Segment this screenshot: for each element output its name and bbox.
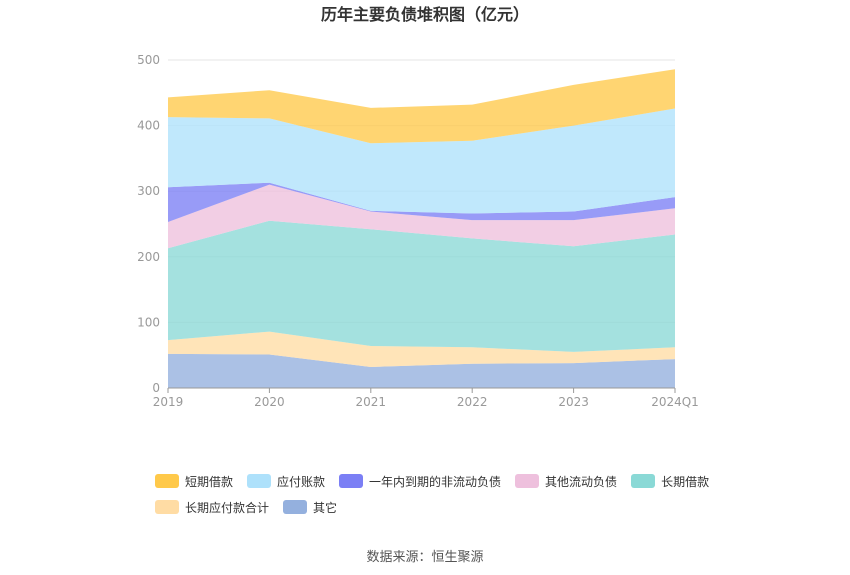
- legend-item[interactable]: 一年内到期的非流动负债: [339, 472, 501, 490]
- y-tick-label: 100: [137, 315, 160, 329]
- legend-label: 应付账款: [277, 474, 326, 489]
- data-source-note: 数据来源：恒生聚源: [366, 550, 484, 565]
- x-tick-label: 2022: [457, 395, 488, 409]
- area-series-1: [168, 331, 675, 367]
- legend-item[interactable]: 其他流动负债: [515, 472, 617, 490]
- legend-item[interactable]: 应付账款: [247, 472, 325, 490]
- legend-label: 长期应付款合计: [185, 500, 270, 515]
- y-tick-label: 400: [137, 119, 160, 133]
- x-tick-label: 2019: [153, 395, 184, 409]
- legend-swatch: [155, 474, 179, 488]
- area-series-2: [168, 220, 675, 352]
- legend-label: 一年内到期的非流动负债: [369, 474, 502, 489]
- y-tick-label: 200: [137, 250, 160, 264]
- axes: 0 100 200 300 400 500 2019 2020 2021 2022 2023 2024…: [137, 53, 699, 409]
- legend-swatch: [155, 500, 179, 514]
- y-tick-label: 500: [137, 53, 160, 67]
- chart-title: 历年主要负债堆积图（亿元）: [321, 5, 529, 24]
- legend-item[interactable]: 短期借款: [155, 472, 233, 490]
- area-series-5: [168, 108, 675, 214]
- legend-swatch: [247, 474, 272, 488]
- x-tick-label: 2020: [254, 395, 285, 409]
- legend-label: 其它: [313, 500, 338, 515]
- x-tick-label: 2021: [356, 395, 387, 409]
- legend-item[interactable]: 长期应付款合计: [155, 498, 269, 516]
- legend-label: 长期借款: [661, 474, 710, 489]
- area-series: [168, 69, 675, 388]
- legend-swatch: [515, 474, 540, 488]
- y-tick-label: 300: [137, 184, 160, 198]
- legend-label: 其他流动负债: [545, 474, 618, 489]
- legend-swatch: [339, 474, 364, 488]
- legend-swatch: [631, 474, 656, 488]
- area-series-0: [168, 353, 675, 388]
- area-series-4: [168, 182, 675, 222]
- legend-swatch: [283, 500, 308, 514]
- x-tick-label: 2023: [558, 395, 589, 409]
- legend-item[interactable]: 长期借款: [631, 472, 709, 490]
- area-series-3: [168, 184, 675, 249]
- legend: 短期借款 应付账款 一年内到期的非流动负债 其他流动负债 长期借款长期应付款合计 其它: [155, 472, 755, 516]
- legend-label: 短期借款: [185, 474, 234, 489]
- area-series-6: [168, 69, 675, 144]
- legend-item[interactable]: 其它: [283, 498, 337, 516]
- x-tick-label: 2024Q1: [651, 395, 699, 409]
- y-tick-label: 0: [152, 381, 160, 395]
